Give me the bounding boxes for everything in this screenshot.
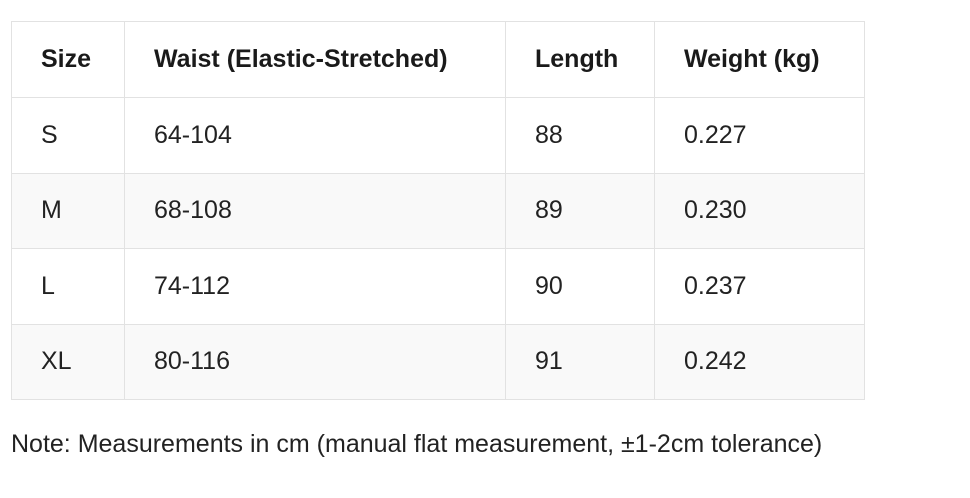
note: Note: Measurements in cm (manual flat me… — [11, 430, 823, 458]
header-cell: Size — [11, 21, 125, 98]
table-cell: M — [11, 172, 125, 249]
table-row: XL 80-116 91 0.242 — [11, 323, 865, 400]
table-row: S 64-104 88 0.227 — [11, 97, 865, 174]
table-cell: 0.230 — [654, 172, 865, 249]
header-row: Size Waist (Elastic-Stretched) Length Weigh… — [11, 21, 865, 98]
table-cell: L — [11, 248, 125, 325]
table-cell: 90 — [505, 248, 655, 325]
table-cell: 0.237 — [654, 248, 865, 325]
table-cell: 88 — [505, 97, 655, 174]
table-cell: 68-108 — [124, 172, 506, 249]
table-cell: 0.242 — [654, 323, 865, 400]
table-cell: S — [11, 97, 125, 174]
table-cell: 0.227 — [654, 97, 865, 174]
table-cell: 64-104 — [124, 97, 506, 174]
table-body: S 64-104 88 0.227 M 68-108 89 0.230 L 74-112 90 0.2… — [11, 97, 865, 400]
header-cell: Length — [505, 21, 655, 98]
table-cell: XL — [11, 323, 125, 400]
header-cell: Waist (Elastic-Stretched) — [124, 21, 506, 98]
table-cell: 91 — [505, 323, 655, 400]
table-cell: 89 — [505, 172, 655, 249]
table-row: L 74-112 90 0.237 — [11, 248, 865, 325]
size-table: Size Waist (Elastic-Stretched) Length Weigh… — [11, 21, 865, 400]
table-row: M 68-108 89 0.230 — [11, 172, 865, 249]
table-cell: 74-112 — [124, 248, 506, 325]
table-cell: 80-116 — [124, 323, 506, 400]
header-cell: Weight (kg) — [654, 21, 865, 98]
